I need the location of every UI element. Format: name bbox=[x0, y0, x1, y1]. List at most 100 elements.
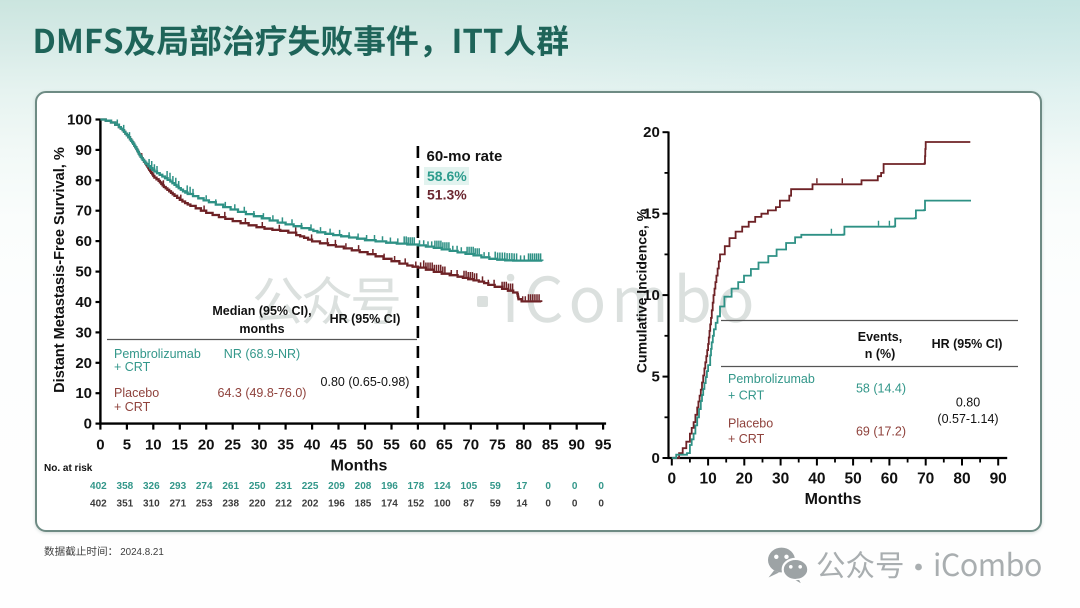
svg-text:261: 261 bbox=[222, 481, 239, 492]
svg-text:59: 59 bbox=[490, 481, 502, 492]
svg-text:59: 59 bbox=[490, 499, 502, 510]
svg-text:17: 17 bbox=[516, 481, 528, 492]
svg-text:293: 293 bbox=[169, 481, 186, 492]
svg-text:50: 50 bbox=[75, 264, 92, 281]
svg-text:0: 0 bbox=[572, 499, 578, 510]
svg-text:69 (17.2): 69 (17.2) bbox=[856, 425, 906, 439]
svg-text:87: 87 bbox=[463, 499, 475, 510]
svg-text:0: 0 bbox=[572, 481, 578, 492]
svg-text:196: 196 bbox=[328, 499, 345, 510]
svg-text:+ CRT: + CRT bbox=[728, 432, 765, 446]
svg-text:2024.8.21: 2024.8.21 bbox=[120, 547, 164, 558]
svg-text:225: 225 bbox=[302, 481, 319, 492]
svg-text:85: 85 bbox=[542, 437, 559, 454]
svg-text:100: 100 bbox=[67, 112, 92, 129]
svg-text:40: 40 bbox=[75, 294, 92, 311]
svg-text:Pembrolizumab: Pembrolizumab bbox=[728, 372, 815, 386]
svg-text:15: 15 bbox=[643, 206, 660, 223]
svg-text:Cumulative Incidence, %: Cumulative Incidence, % bbox=[634, 208, 650, 373]
svg-text:0.80: 0.80 bbox=[956, 396, 980, 410]
svg-text:months: months bbox=[239, 322, 284, 336]
svg-text:0: 0 bbox=[667, 471, 676, 488]
svg-text:90: 90 bbox=[568, 437, 585, 454]
svg-text:15: 15 bbox=[171, 437, 188, 454]
svg-text:65: 65 bbox=[436, 437, 453, 454]
svg-text:152: 152 bbox=[408, 499, 425, 510]
svg-text:70: 70 bbox=[462, 437, 479, 454]
svg-text:0.80 (0.65-0.98): 0.80 (0.65-0.98) bbox=[321, 375, 410, 389]
svg-text:Placebo: Placebo bbox=[728, 417, 773, 431]
svg-text:Events,: Events, bbox=[858, 330, 902, 344]
svg-text:14: 14 bbox=[516, 499, 528, 510]
svg-text:185: 185 bbox=[355, 499, 372, 510]
svg-text:HR (95% CI): HR (95% CI) bbox=[330, 312, 401, 326]
svg-text:30: 30 bbox=[75, 324, 92, 341]
svg-text:50: 50 bbox=[844, 471, 861, 488]
svg-text:95: 95 bbox=[595, 437, 612, 454]
svg-text:Median (95% CI),: Median (95% CI), bbox=[212, 304, 311, 318]
svg-text:326: 326 bbox=[143, 481, 160, 492]
svg-text:20: 20 bbox=[75, 355, 92, 372]
svg-text:Pembrolizumab: Pembrolizumab bbox=[114, 347, 201, 361]
svg-text:0: 0 bbox=[96, 437, 104, 454]
svg-text:351: 351 bbox=[117, 499, 134, 510]
svg-text:212: 212 bbox=[275, 499, 292, 510]
svg-text:220: 220 bbox=[249, 499, 266, 510]
svg-text:+ CRT: + CRT bbox=[728, 389, 765, 403]
svg-text:271: 271 bbox=[169, 499, 186, 510]
svg-text:231: 231 bbox=[275, 481, 292, 492]
svg-text:105: 105 bbox=[460, 481, 477, 492]
svg-text:402: 402 bbox=[90, 481, 107, 492]
svg-text:310: 310 bbox=[143, 499, 160, 510]
svg-text:209: 209 bbox=[328, 481, 345, 492]
svg-text:45: 45 bbox=[330, 437, 347, 454]
svg-text:196: 196 bbox=[381, 481, 398, 492]
svg-text:0: 0 bbox=[598, 481, 604, 492]
svg-text:80: 80 bbox=[515, 437, 532, 454]
svg-text:60: 60 bbox=[410, 437, 427, 454]
svg-text:174: 174 bbox=[381, 499, 398, 510]
svg-text:60: 60 bbox=[881, 471, 898, 488]
svg-text:60: 60 bbox=[75, 233, 92, 250]
svg-text:10: 10 bbox=[699, 471, 716, 488]
svg-text:358: 358 bbox=[117, 481, 134, 492]
svg-text:70: 70 bbox=[917, 471, 934, 488]
svg-text:40: 40 bbox=[304, 437, 321, 454]
svg-text:5: 5 bbox=[123, 437, 131, 454]
svg-text:40: 40 bbox=[808, 471, 825, 488]
svg-text:0: 0 bbox=[545, 481, 551, 492]
svg-text:0: 0 bbox=[545, 499, 551, 510]
svg-text:30: 30 bbox=[251, 437, 268, 454]
svg-text:0: 0 bbox=[84, 416, 92, 433]
svg-text:+ CRT: + CRT bbox=[114, 360, 151, 374]
svg-text:Months: Months bbox=[331, 458, 388, 475]
svg-text:No. at risk: No. at risk bbox=[44, 463, 93, 474]
svg-text:HR (95% CI): HR (95% CI) bbox=[932, 337, 1003, 351]
svg-text:60-mo rate: 60-mo rate bbox=[427, 148, 503, 165]
svg-text:80: 80 bbox=[953, 471, 970, 488]
svg-text:178: 178 bbox=[408, 481, 425, 492]
svg-text:Distant Metastasis-Free Surviv: Distant Metastasis-Free Survival, % bbox=[52, 147, 68, 393]
svg-text:80: 80 bbox=[75, 172, 92, 189]
svg-text:10: 10 bbox=[643, 287, 660, 304]
svg-text:35: 35 bbox=[277, 437, 294, 454]
svg-text:58 (14.4): 58 (14.4) bbox=[856, 382, 906, 396]
svg-text:5: 5 bbox=[651, 369, 659, 386]
svg-text:402: 402 bbox=[90, 499, 107, 510]
svg-text:51.3%: 51.3% bbox=[427, 187, 467, 203]
svg-text:Months: Months bbox=[805, 491, 862, 508]
svg-text:64.3 (49.8-76.0): 64.3 (49.8-76.0) bbox=[218, 386, 307, 400]
svg-text:+ CRT: + CRT bbox=[114, 400, 151, 414]
svg-text:20: 20 bbox=[643, 124, 660, 141]
svg-text:Placebo: Placebo bbox=[114, 386, 159, 400]
svg-text:NR (68.9-NR): NR (68.9-NR) bbox=[224, 347, 300, 361]
svg-text:274: 274 bbox=[196, 481, 213, 492]
svg-text:124: 124 bbox=[434, 481, 451, 492]
svg-text:238: 238 bbox=[222, 499, 239, 510]
svg-text:0: 0 bbox=[651, 450, 659, 467]
svg-text:208: 208 bbox=[355, 481, 372, 492]
svg-text:20: 20 bbox=[198, 437, 215, 454]
svg-text:(0.57-1.14): (0.57-1.14) bbox=[937, 412, 998, 426]
svg-text:75: 75 bbox=[489, 437, 506, 454]
svg-text:20: 20 bbox=[736, 471, 753, 488]
